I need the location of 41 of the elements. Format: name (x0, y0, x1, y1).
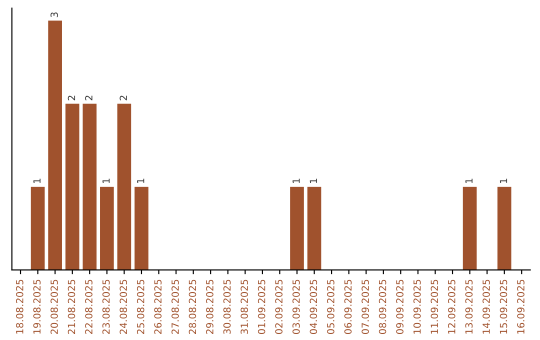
data-label: 1 (500, 178, 508, 184)
x-tick-label: 20.08.2025 (50, 280, 58, 334)
data-label: 1 (465, 178, 472, 184)
x-tick-label: 28.08.2025 (188, 280, 196, 334)
x-tick-label: 08.09.2025 (378, 280, 386, 334)
x-tick-label: 29.08.2025 (206, 280, 214, 334)
x-tick-label: 04.09.2025 (310, 280, 318, 334)
x-tick-label: 26.08.2025 (154, 280, 162, 334)
x-tick-label: 03.09.2025 (292, 280, 300, 334)
x-tick-label: 16.09.2025 (517, 280, 524, 334)
x-tick-label: 11.09.2025 (430, 280, 438, 334)
x-tick-label: 10.09.2025 (413, 280, 421, 334)
x-tick-label: 09.09.2025 (396, 280, 404, 334)
x-tick-label: 31.08.2025 (240, 280, 248, 334)
data-label: 1 (310, 178, 317, 184)
x-tick-label: 13.09.2025 (465, 280, 473, 334)
x-tick-label: 05.09.2025 (327, 280, 334, 334)
x-tick-label: 25.08.2025 (136, 280, 144, 334)
x-tick-label: 21.08.2025 (68, 280, 76, 334)
x-tick-label: 07.09.2025 (362, 280, 369, 334)
x-tick-label: 14.09.2025 (482, 280, 490, 334)
x-tick-label: 06.09.2025 (344, 280, 352, 334)
data-label: 1 (102, 178, 110, 184)
x-tick-label: 18.08.2025 (16, 280, 24, 334)
data-label: 2 (85, 96, 92, 100)
x-tick-label: 02.09.2025 (275, 280, 283, 334)
data-label: 3 (50, 12, 58, 18)
x-tick-label: 19.08.2025 (33, 280, 41, 334)
x-tick-label: 23.08.2025 (102, 280, 110, 334)
data-label: 1 (292, 178, 300, 184)
x-tick-label: 01.09.2025 (258, 280, 266, 334)
data-label: 1 (33, 178, 40, 184)
data-label: 2 (68, 96, 76, 100)
x-tick-label: 15.09.2025 (500, 280, 508, 334)
x-tick-label: 22.08.2025 (85, 280, 92, 334)
data-label: 1 (137, 178, 144, 184)
data-label: 2 (120, 96, 127, 100)
x-tick-label: 12.09.2025 (448, 280, 456, 334)
x-tick-label: 30.08.2025 (223, 280, 231, 334)
x-tick-label: 24.08.2025 (120, 280, 128, 334)
x-tick-label: 27.08.2025 (172, 280, 179, 334)
